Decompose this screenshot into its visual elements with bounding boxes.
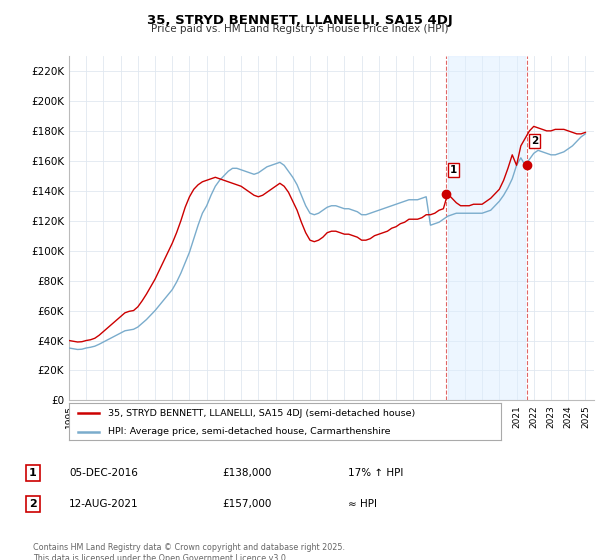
Text: 05-DEC-2016: 05-DEC-2016 — [69, 468, 138, 478]
Text: ≈ HPI: ≈ HPI — [348, 499, 377, 509]
Text: 2: 2 — [530, 136, 538, 146]
Text: HPI: Average price, semi-detached house, Carmarthenshire: HPI: Average price, semi-detached house,… — [108, 427, 391, 436]
Text: 35, STRYD BENNETT, LLANELLI, SA15 4DJ (semi-detached house): 35, STRYD BENNETT, LLANELLI, SA15 4DJ (s… — [108, 409, 415, 418]
Text: 35, STRYD BENNETT, LLANELLI, SA15 4DJ: 35, STRYD BENNETT, LLANELLI, SA15 4DJ — [147, 14, 453, 27]
Text: £138,000: £138,000 — [222, 468, 271, 478]
Text: Contains HM Land Registry data © Crown copyright and database right 2025.
This d: Contains HM Land Registry data © Crown c… — [33, 543, 345, 560]
Text: 1: 1 — [450, 165, 457, 175]
Text: 12-AUG-2021: 12-AUG-2021 — [69, 499, 139, 509]
Text: Price paid vs. HM Land Registry's House Price Index (HPI): Price paid vs. HM Land Registry's House … — [151, 24, 449, 34]
Text: 17% ↑ HPI: 17% ↑ HPI — [348, 468, 403, 478]
Text: £157,000: £157,000 — [222, 499, 271, 509]
Text: 1: 1 — [29, 468, 37, 478]
Text: 2: 2 — [29, 499, 37, 509]
